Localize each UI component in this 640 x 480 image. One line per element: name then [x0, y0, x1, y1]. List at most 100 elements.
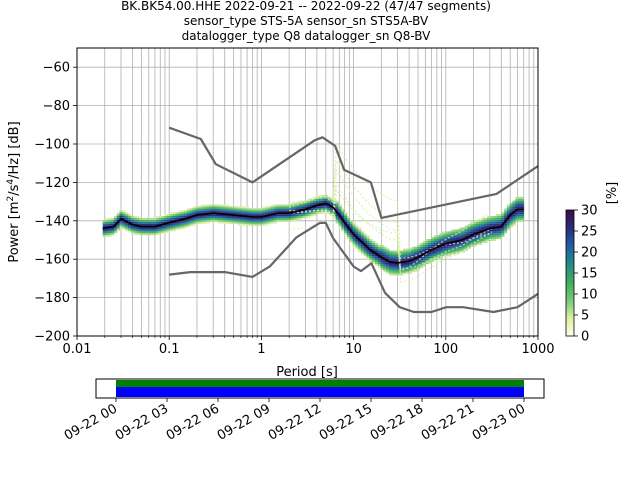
heatmap-cell: [501, 225, 505, 228]
heatmap-cell: [372, 252, 376, 255]
heatmap-cell: [518, 198, 522, 201]
heatmap-cell: [287, 204, 292, 207]
heatmap-cell: [391, 252, 396, 255]
heatmap-cell: [476, 240, 480, 243]
heatmap-cell: [276, 208, 280, 211]
heatmap-cell: [391, 267, 396, 270]
heatmap-cell: [346, 235, 351, 238]
heatmap-cell: [411, 260, 415, 263]
heatmap-cell: [231, 206, 236, 209]
heatmap-cell: [506, 219, 511, 222]
heatmap-cell: [436, 240, 440, 243]
heatmap-cell: [394, 265, 398, 268]
heatmap-cell: [237, 217, 241, 220]
heatmap-cell: [431, 244, 435, 247]
heatmap-cell: [512, 206, 516, 209]
heatmap-cell: [349, 235, 353, 238]
heatmap-cell: [372, 240, 376, 243]
heatmap-cell: [461, 233, 466, 236]
heatmap-cell: [273, 216, 278, 218]
heatmap-cell: [352, 229, 356, 232]
heatmap-cell: [170, 217, 174, 220]
heatmap-cell: [136, 229, 140, 232]
heatmap-cell: [237, 208, 241, 211]
heatmap-cell: [408, 264, 412, 266]
heatmap-cell: [369, 240, 373, 243]
heatmap-cell: [431, 258, 435, 261]
heatmap-cell: [492, 217, 497, 220]
heatmap-cell: [450, 239, 454, 241]
heatmap-cell: [374, 256, 379, 259]
heatmap-cell: [447, 237, 452, 240]
heatmap-cell: [520, 204, 525, 207]
heatmap-cell: [243, 223, 247, 226]
heatmap-cell: [125, 223, 129, 226]
colorbar-tick-label: 20: [581, 246, 598, 261]
heatmap-cell: [141, 219, 146, 222]
heatmap-cell: [243, 219, 247, 222]
heatmap-cell: [178, 210, 182, 213]
heatmap-cell: [408, 252, 412, 255]
heatmap-cell: [220, 212, 224, 215]
heatmap-cell: [338, 204, 342, 207]
heatmap-cell: [119, 223, 123, 226]
heatmap-cell: [386, 271, 390, 274]
heatmap-cell: [324, 204, 328, 207]
heatmap-cell: [495, 235, 499, 238]
heatmap-cell: [405, 262, 410, 264]
heatmap-cell: [414, 258, 418, 261]
heatmap-cell: [105, 219, 109, 222]
psd-coverage-bar: [116, 387, 524, 397]
heatmap-cell: [428, 244, 432, 247]
heatmap-cell: [234, 206, 238, 209]
heatmap-cell: [467, 233, 471, 236]
heatmap-cell: [265, 223, 269, 226]
heatmap-cell: [414, 252, 418, 255]
heatmap-cell: [344, 219, 348, 222]
heatmap-cell: [164, 227, 168, 230]
heatmap-cell: [198, 221, 202, 224]
heatmap-cell: [130, 229, 134, 232]
heatmap-cell: [251, 219, 255, 222]
heatmap-cell: [442, 244, 446, 247]
heatmap-cell: [352, 235, 356, 238]
heatmap-cell: [414, 250, 418, 253]
heatmap-cell: [130, 225, 134, 228]
heatmap-cell: [445, 254, 449, 257]
heatmap-cell: [453, 235, 457, 238]
heatmap-cell: [184, 219, 188, 222]
heatmap-cell: [147, 223, 151, 226]
heatmap-cell: [520, 206, 525, 209]
heatmap-cell: [324, 200, 328, 203]
heatmap-cell: [316, 200, 320, 203]
heatmap-cell: [467, 244, 471, 247]
heatmap-cell: [184, 214, 188, 216]
heatmap-cell: [251, 217, 255, 220]
heatmap-cell: [405, 269, 410, 272]
heatmap-cell: [447, 250, 452, 253]
heatmap-cell: [330, 198, 334, 201]
heatmap-cell: [411, 267, 415, 270]
heatmap-cell: [290, 208, 294, 211]
heatmap-cell: [360, 244, 365, 247]
heatmap-cell: [484, 225, 488, 228]
heatmap-cell: [380, 246, 384, 249]
heatmap-cell: [436, 258, 440, 261]
heatmap-cell: [310, 200, 314, 203]
heatmap-cell: [273, 217, 278, 220]
heatmap-cell: [344, 214, 348, 216]
heatmap-cell: [459, 237, 463, 240]
heatmap-cell: [433, 258, 438, 261]
heatmap-cell: [411, 246, 415, 249]
heatmap-cell: [321, 198, 325, 201]
heatmap-cell: [217, 221, 221, 224]
heatmap-cell: [127, 219, 132, 222]
heatmap-cell: [316, 202, 320, 205]
heatmap-cell: [136, 223, 140, 226]
heatmap-cell: [459, 233, 463, 236]
heatmap-cell: [287, 210, 292, 213]
timeline-tick-label: 09-22 06: [164, 401, 222, 443]
heatmap-cell: [425, 240, 429, 243]
heatmap-cell: [181, 219, 185, 222]
heatmap-cell: [363, 239, 367, 241]
